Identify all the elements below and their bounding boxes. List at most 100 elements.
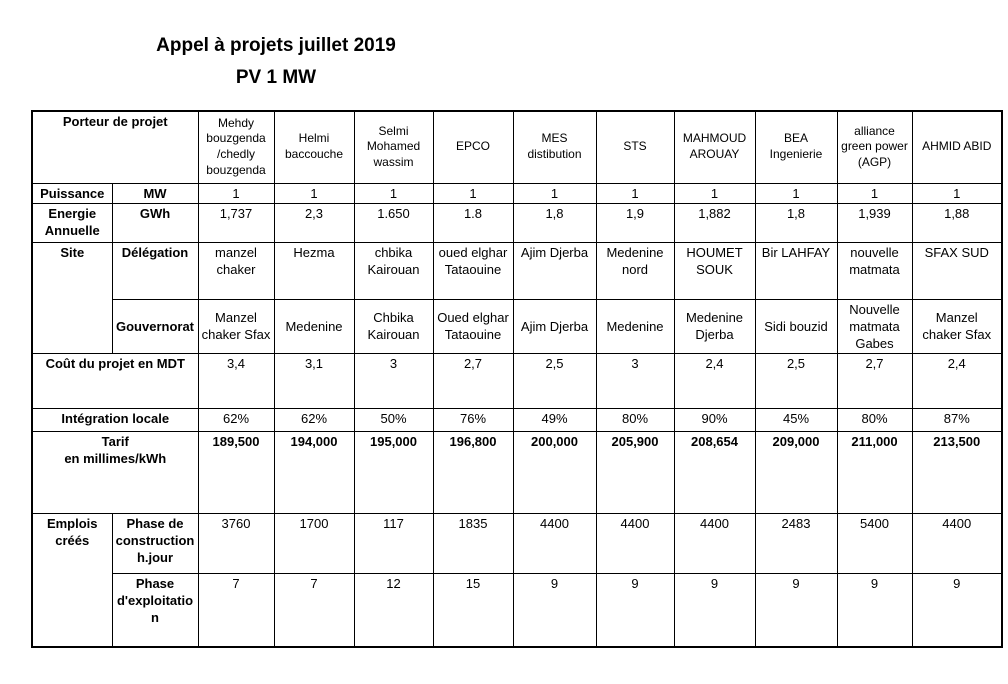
tarif-value-cell: 200,000 (512, 431, 597, 515)
tarif-value-cell: 213,500 (911, 431, 1003, 515)
gouvernorat-value-cell: Medenine (273, 298, 355, 355)
integration-value-cell: 49% (512, 408, 597, 433)
table-row: Phase d'exploitation 7 7 12 15 9 9 9 9 9… (32, 573, 1003, 648)
construction-value-cell: 4400 (595, 513, 675, 575)
porteur-label-cell: Porteur de projet (31, 110, 199, 184)
exploitation-value-cell: 9 (673, 573, 756, 648)
porteur-name-cell: alliance green power (AGP) (836, 110, 913, 184)
puissance-unit-cell: MW (111, 182, 199, 204)
integration-value-cell: 50% (353, 408, 434, 433)
exploitation-value-cell: 9 (911, 573, 1003, 648)
delegation-label-cell: Délégation (111, 241, 199, 300)
gouvernorat-value-cell: Oued elghar Tataouine (432, 298, 514, 355)
exploitation-value-cell: 9 (595, 573, 675, 648)
porteur-name-cell: Selmi Mohamed wassim (353, 110, 434, 184)
construction-value-cell: 1700 (273, 513, 355, 575)
energie-value-cell: 2,3 (273, 202, 355, 243)
exploitation-value-cell: 12 (353, 573, 434, 648)
page-subtitle: PV 1 MW (235, 67, 317, 88)
table-row: Puissance MW 1 1 1 1 1 1 1 1 1 1 (31, 182, 1003, 204)
tarif-label-line2: en millimes/kWh (64, 451, 167, 467)
puissance-value-cell: 1 (673, 182, 756, 204)
integration-value-cell: 90% (673, 408, 756, 433)
construction-value-cell: 3760 (197, 513, 275, 575)
puissance-label-cell: Puissance (31, 182, 113, 204)
porteur-name-cell: MAHMOUD AROUAY (673, 110, 756, 184)
tarif-value-cell: 194,000 (273, 431, 355, 515)
integration-value-cell: 80% (836, 408, 913, 433)
tarif-label-line1: Tarif (101, 434, 129, 450)
delegation-value-cell: manzel chaker (197, 241, 275, 300)
cout-value-cell: 3 (353, 353, 434, 410)
gouvernorat-value-cell: Medenine Djerba (673, 298, 756, 355)
table-row: Gouvernorat Manzel chaker Sfax Medenine … (32, 298, 1003, 355)
tarif-value-cell: 195,000 (353, 431, 434, 515)
integration-value-cell: 62% (197, 408, 275, 433)
gouvernorat-label-cell: Gouvernorat (111, 298, 199, 355)
delegation-value-cell: Medenine nord (595, 241, 675, 300)
construction-value-cell: 4400 (673, 513, 756, 575)
energie-value-cell: 1.8 (432, 202, 514, 243)
energie-value-cell: 1.650 (353, 202, 434, 243)
emplois-label-cell: Emplois créés (31, 513, 113, 648)
table-row: Emplois créés Phase de construction h.jo… (31, 513, 1003, 648)
delegation-value-cell: oued elghar Tataouine (432, 241, 514, 300)
cout-value-cell: 2,5 (512, 353, 597, 410)
cout-value-cell: 2,7 (836, 353, 913, 410)
cout-value-cell: 2,5 (754, 353, 838, 410)
construction-value-cell: 117 (353, 513, 434, 575)
puissance-value-cell: 1 (754, 182, 838, 204)
puissance-value-cell: 1 (432, 182, 514, 204)
table-row: Intégration locale 62% 62% 50% 76% 49% 8… (31, 408, 1003, 433)
porteur-name-cell: AHMID ABID (911, 110, 1003, 184)
integration-value-cell: 45% (754, 408, 838, 433)
delegation-value-cell: SFAX SUD (911, 241, 1003, 300)
projects-table: Porteur de projet Mehdy bouzgenda /chedl… (31, 110, 1003, 648)
gouvernorat-value-cell: Manzel chaker Sfax (911, 298, 1003, 355)
cout-value-cell: 3,1 (273, 353, 355, 410)
construction-value-cell: 5400 (836, 513, 913, 575)
porteur-name-cell: EPCO (432, 110, 514, 184)
exploitation-value-cell: 7 (273, 573, 355, 648)
gouvernorat-value-cell: Ajim Djerba (512, 298, 597, 355)
integration-value-cell: 80% (595, 408, 675, 433)
gouvernorat-value-cell: Medenine (595, 298, 675, 355)
construction-value-cell: 4400 (911, 513, 1003, 575)
tarif-value-cell: 208,654 (673, 431, 756, 515)
energie-value-cell: 1,88 (911, 202, 1003, 243)
delegation-value-cell: Ajim Djerba (512, 241, 597, 300)
energie-value-cell: 1,8 (754, 202, 838, 243)
tarif-value-cell: 189,500 (197, 431, 275, 515)
cout-value-cell: 3 (595, 353, 675, 410)
tarif-label-cell: Tarif en millimes/kWh (31, 431, 199, 515)
integration-value-cell: 87% (911, 408, 1003, 433)
energie-value-cell: 1,737 (197, 202, 275, 243)
cout-label-cell: Coût du projet en MDT (31, 353, 199, 410)
puissance-value-cell: 1 (595, 182, 675, 204)
tarif-value-cell: 211,000 (836, 431, 913, 515)
delegation-value-cell: nouvelle matmata (836, 241, 913, 300)
cout-value-cell: 2,7 (432, 353, 514, 410)
delegation-value-cell: chbika Kairouan (353, 241, 434, 300)
puissance-value-cell: 1 (911, 182, 1003, 204)
energie-value-cell: 1,9 (595, 202, 675, 243)
energie-unit-cell: GWh (111, 202, 199, 243)
delegation-value-cell: Hezma (273, 241, 355, 300)
gouvernorat-value-cell: Manzel chaker Sfax (197, 298, 275, 355)
porteur-name-cell: STS (595, 110, 675, 184)
puissance-value-cell: 1 (353, 182, 434, 204)
puissance-value-cell: 1 (836, 182, 913, 204)
site-label-cell: Site (31, 241, 113, 355)
delegation-value-cell: Bir LAHFAY (754, 241, 838, 300)
exploitation-value-cell: 9 (754, 573, 838, 648)
table-row: Energie Annuelle GWh 1,737 2,3 1.650 1.8… (31, 202, 1003, 243)
porteur-name-cell: BEA Ingenierie (754, 110, 838, 184)
table-row: Porteur de projet Mehdy bouzgenda /chedl… (31, 110, 1003, 184)
table-row: Site Délégation manzel chaker Hezma chbi… (31, 241, 1003, 355)
puissance-value-cell: 1 (197, 182, 275, 204)
tarif-value-cell: 196,800 (432, 431, 514, 515)
porteur-name-cell: Helmi baccouche (273, 110, 355, 184)
page-title: Appel à projets juillet 2019 (156, 35, 396, 56)
integration-label-cell: Intégration locale (31, 408, 199, 433)
gouvernorat-value-cell: Chbika Kairouan (353, 298, 434, 355)
